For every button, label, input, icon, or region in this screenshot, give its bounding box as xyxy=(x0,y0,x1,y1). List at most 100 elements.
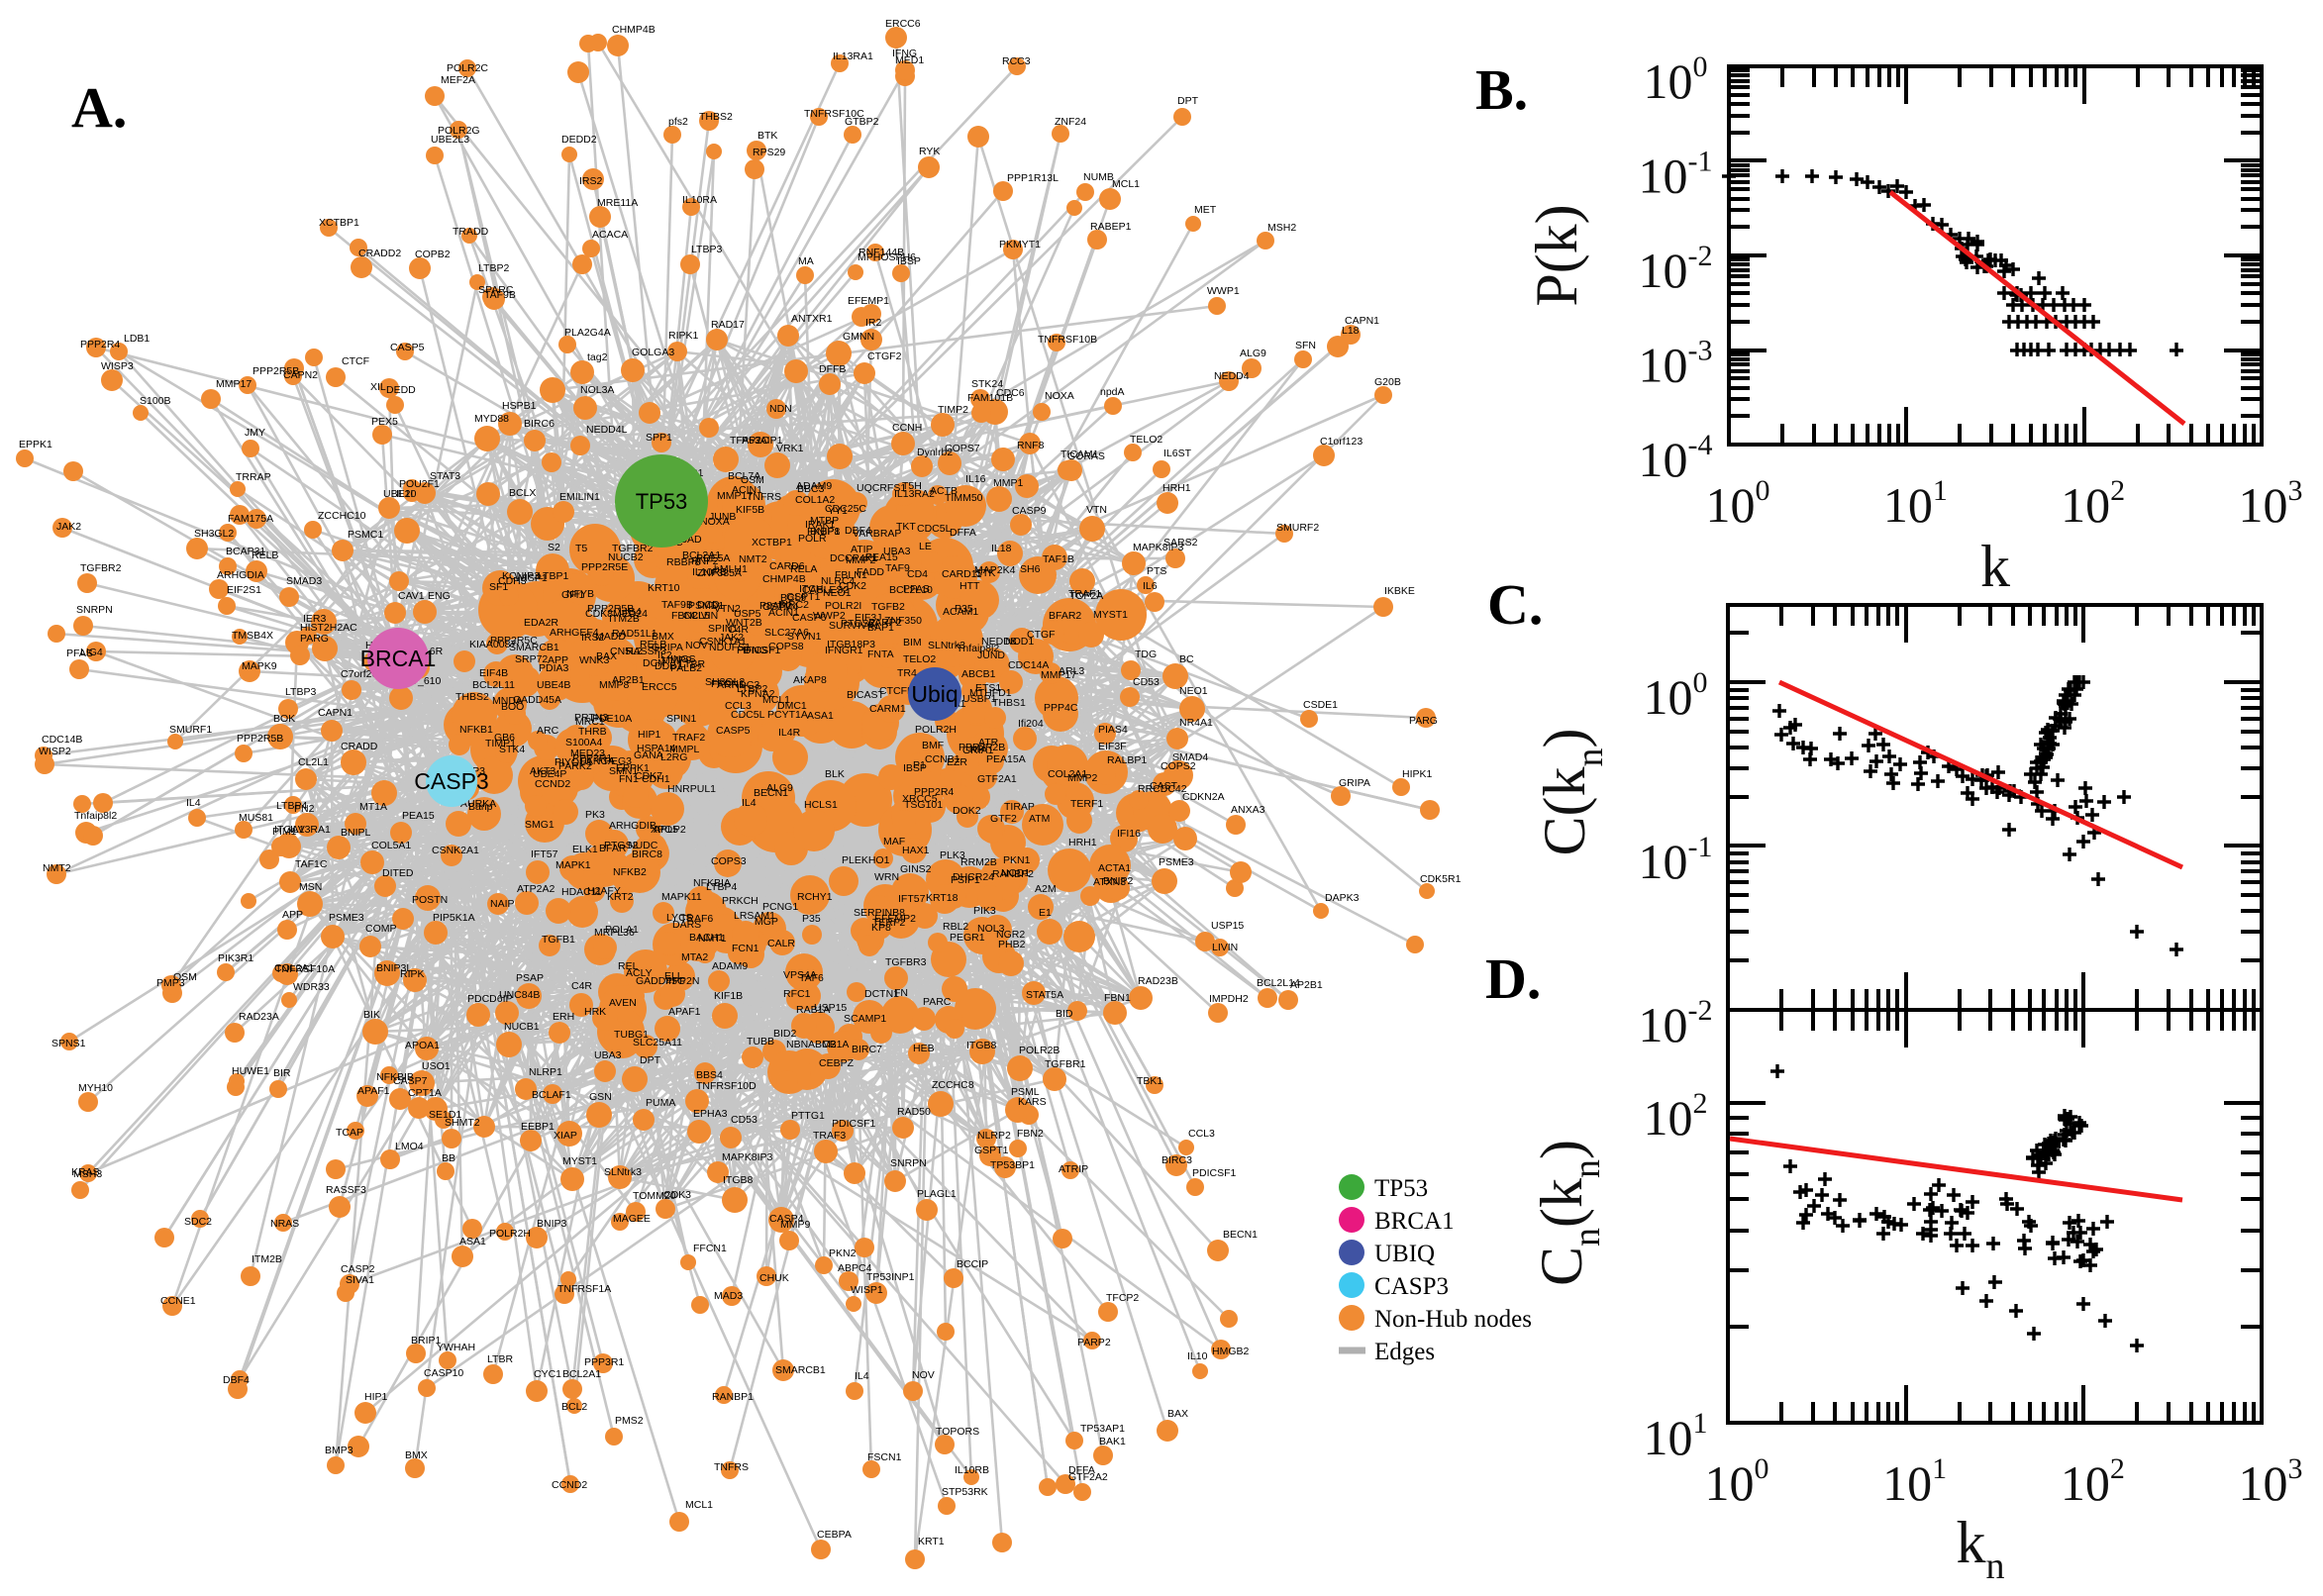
svg-text:SH3GL2: SH3GL2 xyxy=(194,528,234,540)
svg-text:ARRDC3: ARRDC3 xyxy=(717,679,759,691)
svg-text:DCCP4K1: DCCP4K1 xyxy=(830,552,878,564)
svg-text:JUNB: JUNB xyxy=(709,511,736,523)
svg-text:DBF4: DBF4 xyxy=(223,1374,250,1386)
svg-text:USO1: USO1 xyxy=(422,1060,451,1072)
svg-text:TGFB1: TGFB1 xyxy=(542,934,575,946)
svg-text:P1: P1 xyxy=(913,759,926,771)
svg-text:ANXA3: ANXA3 xyxy=(1231,804,1265,816)
svg-text:SPNS1: SPNS1 xyxy=(51,1038,86,1049)
svg-text:SMARCB1: SMARCB1 xyxy=(775,1364,826,1376)
svg-text:IL13RA1: IL13RA1 xyxy=(833,50,873,62)
svg-text:COMP: COMP xyxy=(365,923,397,935)
svg-text:pfs2: pfs2 xyxy=(668,116,688,128)
svg-text:TIRAP: TIRAP xyxy=(1004,801,1035,813)
svg-text:MAPK8IP3: MAPK8IP3 xyxy=(722,1151,773,1163)
svg-text:ETS1: ETS1 xyxy=(975,682,1001,694)
svg-text:PLEKHO1: PLEKHO1 xyxy=(842,854,890,866)
svg-text:TDG: TDG xyxy=(1135,648,1157,660)
svg-text:MYH10: MYH10 xyxy=(78,1082,113,1094)
svg-text:APLP2: APLP2 xyxy=(654,824,686,836)
svg-text:ABCB1: ABCB1 xyxy=(961,668,996,680)
svg-text:SNRPN: SNRPN xyxy=(76,604,113,616)
svg-text:KRAS: KRAS xyxy=(71,1166,100,1178)
svg-text:RNF8: RNF8 xyxy=(1017,440,1045,451)
svg-text:TP53BP1: TP53BP1 xyxy=(990,1159,1035,1171)
svg-text:NLRP2: NLRP2 xyxy=(977,1130,1011,1142)
svg-text:THBS1: THBS1 xyxy=(992,697,1026,709)
svg-text:P35: P35 xyxy=(802,913,821,925)
svg-text:BIM: BIM xyxy=(903,637,922,648)
svg-text:BNIP2: BNIP2 xyxy=(1103,875,1134,887)
svg-text:TOPORS: TOPORS xyxy=(936,1426,979,1438)
svg-text:RABEP1: RABEP1 xyxy=(1090,221,1132,233)
svg-text:VPS4A: VPS4A xyxy=(783,969,817,981)
svg-text:ANTXR1: ANTXR1 xyxy=(791,313,833,325)
svg-text:P(k): P(k) xyxy=(1524,204,1589,306)
svg-text:CASP5: CASP5 xyxy=(716,725,751,737)
svg-text:D.: D. xyxy=(1485,947,1541,1011)
svg-text:CTCFL: CTCFL xyxy=(879,685,913,697)
svg-text:TP53: TP53 xyxy=(636,489,688,514)
svg-text:FCN1: FCN1 xyxy=(732,943,759,954)
svg-text:MUS81: MUS81 xyxy=(239,812,273,824)
svg-text:PARC: PARC xyxy=(923,996,952,1008)
svg-text:EIF2S1: EIF2S1 xyxy=(227,584,261,596)
svg-text:ELK1: ELK1 xyxy=(572,844,598,855)
svg-text:PK3: PK3 xyxy=(585,809,605,821)
svg-text:STP53RK: STP53RK xyxy=(942,1486,988,1498)
svg-text:Edges: Edges xyxy=(1374,1339,1435,1365)
svg-text:Tnfaip8l2: Tnfaip8l2 xyxy=(74,810,117,822)
svg-text:SLNtrk3: SLNtrk3 xyxy=(604,1166,642,1178)
svg-text:BCL2: BCL2 xyxy=(561,1401,587,1413)
svg-text:GOLGA3: GOLGA3 xyxy=(632,347,674,358)
svg-text:MCL1: MCL1 xyxy=(1112,178,1140,190)
svg-text:ACTA1: ACTA1 xyxy=(1098,862,1131,874)
svg-text:FSCN1: FSCN1 xyxy=(867,1451,902,1463)
svg-text:POLR2G: POLR2G xyxy=(438,125,480,137)
svg-text:TRAF2: TRAF2 xyxy=(672,732,705,744)
svg-text:TOP2A: TOP2A xyxy=(1069,590,1103,602)
svg-text:PSME3: PSME3 xyxy=(329,912,364,924)
svg-text:TRAF3: TRAF3 xyxy=(813,1130,846,1142)
svg-text:TGFBR1: TGFBR1 xyxy=(1045,1058,1086,1070)
svg-text:NUCB2: NUCB2 xyxy=(608,551,644,563)
svg-text:MADD: MADD xyxy=(595,631,626,643)
svg-text:OSM: OSM xyxy=(741,474,764,486)
svg-text:E1: E1 xyxy=(1039,907,1052,919)
svg-text:SYVN1: SYVN1 xyxy=(787,631,822,643)
svg-text:APOA1: APOA1 xyxy=(405,1040,440,1051)
svg-text:NUMB: NUMB xyxy=(1083,171,1114,183)
svg-text:CALR: CALR xyxy=(767,938,795,949)
svg-text:HCLS1: HCLS1 xyxy=(804,799,838,811)
svg-text:SMURF1: SMURF1 xyxy=(169,724,212,736)
svg-text:SMG1: SMG1 xyxy=(525,819,555,831)
svg-text:LTBP3: LTBP3 xyxy=(691,244,722,255)
svg-text:KRT1: KRT1 xyxy=(918,1536,945,1547)
svg-text:BB: BB xyxy=(442,1152,455,1164)
svg-text:NR4A1: NR4A1 xyxy=(1179,717,1213,729)
svg-text:KRT2: KRT2 xyxy=(607,891,634,903)
svg-text:CTCF: CTCF xyxy=(342,355,369,367)
svg-text:DPT: DPT xyxy=(640,1054,661,1066)
svg-text:BRCA1: BRCA1 xyxy=(1374,1208,1455,1235)
svg-text:PSME3: PSME3 xyxy=(1159,856,1194,868)
svg-text:PPP2R4: PPP2R4 xyxy=(914,786,954,798)
svg-text:WNK3: WNK3 xyxy=(579,654,609,666)
svg-text:MET: MET xyxy=(1194,204,1217,216)
svg-text:IL10: IL10 xyxy=(1187,1350,1208,1362)
svg-text:CDC14A: CDC14A xyxy=(1008,659,1049,671)
svg-text:GTBP2: GTBP2 xyxy=(845,116,879,128)
svg-text:SPARC: SPARC xyxy=(478,284,514,296)
svg-text:CDKN2A: CDKN2A xyxy=(1182,791,1225,803)
svg-text:CAPN1: CAPN1 xyxy=(1345,315,1379,327)
svg-text:HRH1: HRH1 xyxy=(1068,837,1097,848)
svg-text:CAPN1: CAPN1 xyxy=(318,707,353,719)
svg-text:BNIP3: BNIP3 xyxy=(537,1218,567,1230)
svg-text:FBN2: FBN2 xyxy=(1017,1128,1044,1140)
svg-text:WISP1: WISP1 xyxy=(851,1284,883,1296)
svg-text:THBS2: THBS2 xyxy=(455,691,489,703)
svg-text:SE1D1: SE1D1 xyxy=(429,1109,461,1121)
svg-text:MCL1: MCL1 xyxy=(685,1499,713,1511)
svg-text:FBN1: FBN1 xyxy=(1104,992,1131,1004)
svg-text:PMP3: PMP3 xyxy=(156,977,185,989)
